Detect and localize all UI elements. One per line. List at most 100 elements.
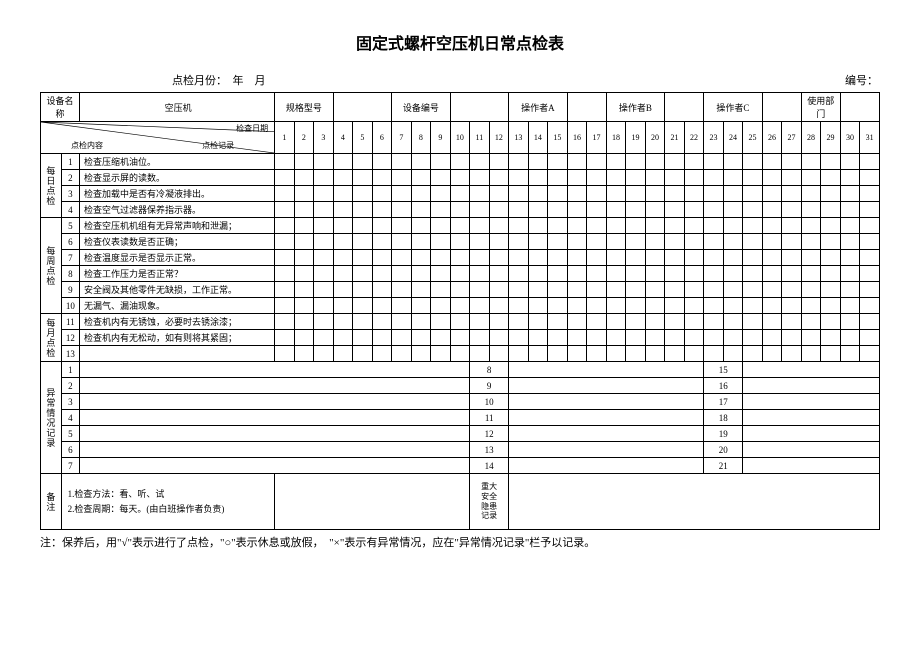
check-cell (372, 314, 392, 330)
check-cell (665, 154, 685, 170)
check-cell (645, 282, 665, 298)
abnormal-num: 18 (704, 410, 743, 426)
check-cell (314, 170, 334, 186)
check-cell (392, 346, 412, 362)
check-cell (548, 234, 568, 250)
check-cell (548, 282, 568, 298)
check-cell (626, 282, 646, 298)
check-cell (665, 346, 685, 362)
check-cell (450, 282, 470, 298)
check-cell (450, 218, 470, 234)
check-cell (411, 346, 431, 362)
check-cell (372, 298, 392, 314)
item-text: 检查加载中是否有冷凝液排出。 (80, 186, 275, 202)
abnormal-content (509, 378, 704, 394)
abnormal-content (743, 442, 880, 458)
check-cell (606, 330, 626, 346)
day-header: 9 (431, 122, 451, 154)
check-cell (353, 314, 373, 330)
check-cell (762, 282, 782, 298)
check-cell (353, 282, 373, 298)
check-cell (567, 346, 587, 362)
check-cell (762, 346, 782, 362)
notes-line-1: 1.检查方法：看、听、试 (68, 487, 272, 501)
check-cell (762, 170, 782, 186)
check-cell (860, 202, 880, 218)
check-cell (528, 346, 548, 362)
check-cell (821, 298, 841, 314)
operator-a-label: 操作者A (509, 93, 568, 122)
check-cell (743, 266, 763, 282)
check-cell (392, 234, 412, 250)
check-cell (801, 346, 821, 362)
item-number: 2 (61, 170, 79, 186)
check-cell (333, 266, 353, 282)
check-cell (762, 298, 782, 314)
check-cell (450, 298, 470, 314)
day-header: 28 (801, 122, 821, 154)
check-cell (665, 250, 685, 266)
item-number: 12 (61, 330, 79, 346)
check-row: 12检查机内有无松动，如有则将其紧固； (41, 330, 880, 346)
day-header: 13 (509, 122, 529, 154)
abnormal-num: 10 (470, 394, 509, 410)
check-cell (762, 330, 782, 346)
check-cell (275, 186, 295, 202)
check-cell (743, 250, 763, 266)
check-cell (704, 282, 724, 298)
abnormal-num: 1 (61, 362, 79, 378)
check-cell (509, 282, 529, 298)
check-cell (723, 346, 743, 362)
day-header: 8 (411, 122, 431, 154)
check-cell (782, 330, 802, 346)
check-cell (314, 266, 334, 282)
operator-c-value (762, 93, 801, 122)
check-cell (470, 154, 490, 170)
check-cell (411, 266, 431, 282)
check-cell (782, 218, 802, 234)
abnormal-num: 13 (470, 442, 509, 458)
check-cell (353, 218, 373, 234)
day-header: 21 (665, 122, 685, 154)
check-cell (567, 186, 587, 202)
check-cell (665, 314, 685, 330)
day-header: 29 (821, 122, 841, 154)
check-cell (567, 234, 587, 250)
check-cell (372, 346, 392, 362)
check-cell (372, 154, 392, 170)
check-cell (782, 346, 802, 362)
check-cell (489, 234, 509, 250)
check-cell (275, 330, 295, 346)
check-cell (821, 266, 841, 282)
check-cell (723, 250, 743, 266)
check-cell (509, 298, 529, 314)
check-cell (411, 154, 431, 170)
check-cell (821, 250, 841, 266)
check-cell (509, 234, 529, 250)
page-title: 固定式螺杆空压机日常点检表 (40, 30, 880, 54)
item-number: 3 (61, 186, 79, 202)
notes-label: 备注 (41, 474, 62, 530)
check-cell (450, 154, 470, 170)
check-cell (470, 298, 490, 314)
abnormal-num: 5 (61, 426, 79, 442)
item-number: 5 (61, 218, 79, 234)
abnormal-content (80, 410, 470, 426)
check-cell (392, 218, 412, 234)
check-cell (821, 282, 841, 298)
check-cell (489, 218, 509, 234)
check-cell (684, 330, 704, 346)
check-row: 每月点检11检查机内有无锈蚀，必要时去锈涂漆； (41, 314, 880, 330)
check-cell (470, 314, 490, 330)
check-cell (606, 346, 626, 362)
check-cell (450, 314, 470, 330)
check-cell (840, 346, 860, 362)
check-cell (450, 202, 470, 218)
check-cell (275, 154, 295, 170)
check-cell (684, 266, 704, 282)
check-cell (548, 202, 568, 218)
check-cell (801, 170, 821, 186)
check-cell (723, 154, 743, 170)
check-cell (431, 218, 451, 234)
item-number: 10 (61, 298, 79, 314)
